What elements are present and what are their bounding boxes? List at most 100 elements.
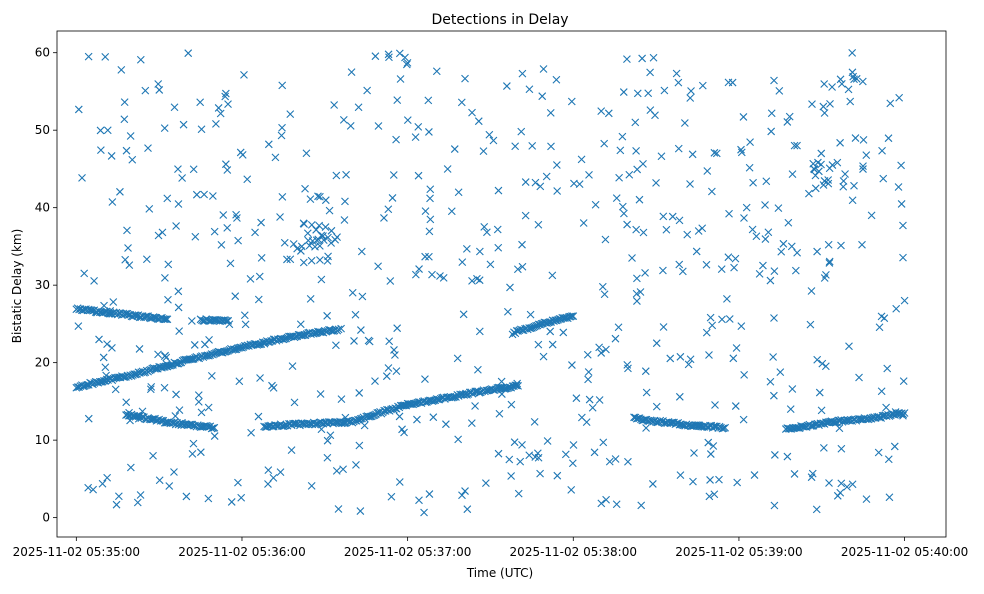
x-axis-label: Time (UTC)	[466, 566, 533, 580]
detection-marker	[414, 171, 423, 180]
detection-marker	[683, 230, 692, 239]
detection-marker	[820, 177, 829, 185]
detection-marker	[149, 451, 157, 460]
detection-marker	[534, 453, 543, 462]
detection-marker	[595, 343, 604, 352]
detection-marker	[777, 247, 786, 256]
detection-marker	[219, 211, 228, 219]
detection-marker	[512, 381, 521, 390]
detection-marker	[223, 223, 232, 232]
detection-marker	[605, 457, 614, 466]
detection-marker	[642, 424, 650, 432]
detection-marker	[278, 123, 286, 132]
detection-marker	[208, 192, 217, 200]
detection-marker	[692, 247, 701, 256]
detection-marker	[142, 255, 151, 264]
detection-marker	[875, 323, 884, 332]
detection-marker	[234, 478, 242, 487]
detection-marker	[172, 222, 180, 230]
detection-marker	[900, 296, 909, 305]
detection-marker	[761, 235, 770, 243]
detection-marker	[247, 428, 255, 437]
detection-marker	[287, 446, 296, 455]
y-axis-label: Bistatic Delay (km)	[10, 229, 24, 344]
detection-marker	[489, 385, 498, 394]
detection-marker	[718, 424, 727, 433]
detection-marker	[708, 321, 717, 330]
detection-marker	[788, 170, 797, 179]
detection-marker	[815, 388, 824, 397]
detection-marker	[884, 134, 893, 143]
detection-marker	[686, 180, 694, 188]
detection-marker	[507, 472, 516, 480]
detection-marker	[300, 331, 308, 339]
detection-marker	[182, 492, 191, 501]
detection-marker	[315, 241, 324, 250]
detection-marker	[154, 350, 162, 359]
detection-marker	[884, 455, 893, 464]
detection-marker	[473, 274, 481, 283]
detection-marker	[712, 149, 721, 158]
detection-marker	[899, 253, 907, 262]
detection-marker	[174, 303, 183, 312]
detection-marker	[600, 290, 609, 299]
detection-marker	[806, 422, 815, 430]
detection-marker	[424, 96, 433, 105]
detection-marker	[705, 492, 714, 501]
detection-marker	[350, 337, 358, 345]
detection-marker	[740, 214, 748, 222]
detection-marker	[731, 254, 740, 263]
detection-marker	[835, 424, 844, 433]
detection-marker	[525, 451, 534, 460]
detection-marker	[642, 388, 651, 397]
detection-marker	[161, 273, 169, 282]
detection-marker	[674, 78, 683, 87]
detection-marker	[235, 377, 244, 386]
detection-marker	[178, 418, 186, 427]
detection-marker	[807, 473, 816, 482]
detection-marker	[584, 375, 592, 384]
detection-marker	[388, 194, 397, 202]
detection-marker	[204, 494, 213, 503]
detection-marker	[149, 313, 158, 321]
detection-marker	[710, 490, 719, 499]
detection-marker	[341, 197, 349, 206]
detection-marker	[360, 421, 369, 430]
detection-marker	[839, 182, 848, 191]
detection-marker	[528, 142, 537, 150]
detection-marker	[810, 164, 818, 173]
detection-marker	[84, 414, 93, 423]
detection-marker	[411, 133, 420, 141]
detection-marker	[746, 138, 754, 147]
detection-marker	[848, 480, 857, 489]
detection-marker	[160, 315, 169, 324]
detection-marker	[724, 253, 733, 262]
detection-marker	[307, 256, 316, 265]
detection-marker	[659, 212, 668, 221]
detection-marker	[121, 255, 130, 264]
detection-marker	[567, 97, 576, 106]
detection-marker	[309, 329, 318, 338]
detection-marker	[770, 314, 778, 322]
detection-marker	[686, 355, 695, 364]
detection-marker	[828, 83, 836, 91]
detection-marker	[341, 413, 350, 422]
detection-marker	[644, 89, 653, 98]
detection-marker	[848, 196, 857, 205]
detection-marker	[241, 320, 250, 329]
detection-marker	[330, 101, 339, 109]
detection-marker	[231, 292, 240, 301]
detection-marker	[821, 362, 830, 371]
detection-marker	[316, 192, 324, 201]
detection-marker	[390, 346, 398, 354]
detection-marker	[668, 212, 677, 221]
detection-marker	[759, 261, 767, 270]
detection-marker	[96, 126, 105, 135]
detection-marker	[602, 345, 610, 354]
detection-marker	[858, 240, 866, 249]
detection-marker	[135, 345, 144, 353]
detection-marker	[410, 399, 419, 408]
detection-marker	[131, 311, 140, 320]
